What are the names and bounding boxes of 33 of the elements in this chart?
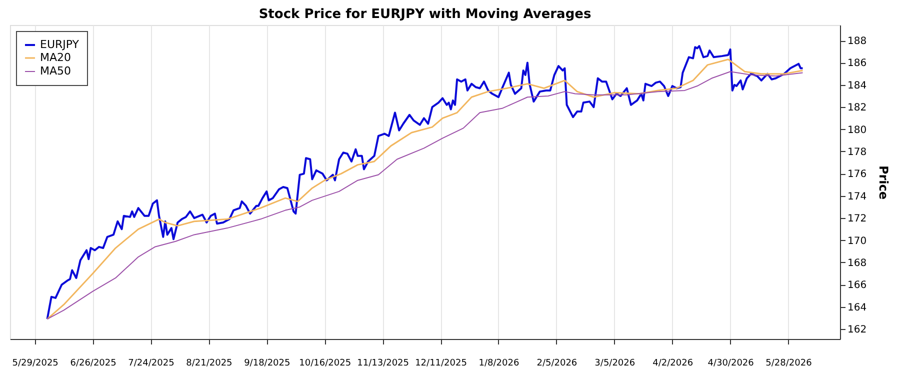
x-tick-label: 6/26/2025 (70, 358, 116, 368)
y-tick-label: 188 (848, 36, 867, 48)
y-tick-label: 178 (848, 146, 867, 158)
y-tick-label: 174 (848, 191, 867, 202)
x-tick-label: 5/28/2026 (766, 358, 812, 368)
chart-title: Stock Price for EURJPY with Moving Averages (258, 7, 592, 22)
y-tick-label: 166 (848, 280, 867, 292)
y-tick-label: 162 (848, 324, 867, 336)
x-tick-label: 7/24/2025 (128, 358, 174, 368)
y-tick-label: 172 (848, 214, 867, 225)
y-tick-label: 170 (848, 236, 867, 247)
y-axis-title: Price (876, 165, 891, 200)
y-tick-label: 180 (848, 124, 867, 136)
y-tick-label: 186 (848, 58, 867, 70)
x-tick-label: 4/30/2026 (708, 358, 754, 368)
legend-label: MA50 (40, 64, 72, 78)
x-tick-label: 2/5/2026 (536, 358, 578, 368)
y-tick-label: 176 (848, 169, 867, 180)
x-tick-label: 11/13/2025 (357, 358, 410, 368)
x-tick-label: 4/2/2026 (652, 358, 694, 368)
legend-label: MA20 (40, 51, 72, 64)
x-tick-label: 5/29/2025 (12, 358, 58, 368)
x-tick-label: 1/8/2026 (478, 358, 520, 368)
y-tick-label: 182 (848, 102, 867, 114)
x-tick-label: 12/11/2025 (415, 358, 467, 368)
x-tick-label: 3/5/2026 (594, 358, 636, 368)
y-tick-label: 164 (848, 302, 867, 314)
x-tick-label: 8/21/2025 (186, 358, 232, 368)
x-tick-label: 10/16/2025 (299, 358, 352, 368)
legend-label: EURJPY (40, 38, 80, 51)
y-tick-label: 168 (848, 258, 867, 269)
y-tick-label: 184 (848, 80, 867, 92)
x-tick-label: 9/18/2025 (244, 358, 290, 368)
